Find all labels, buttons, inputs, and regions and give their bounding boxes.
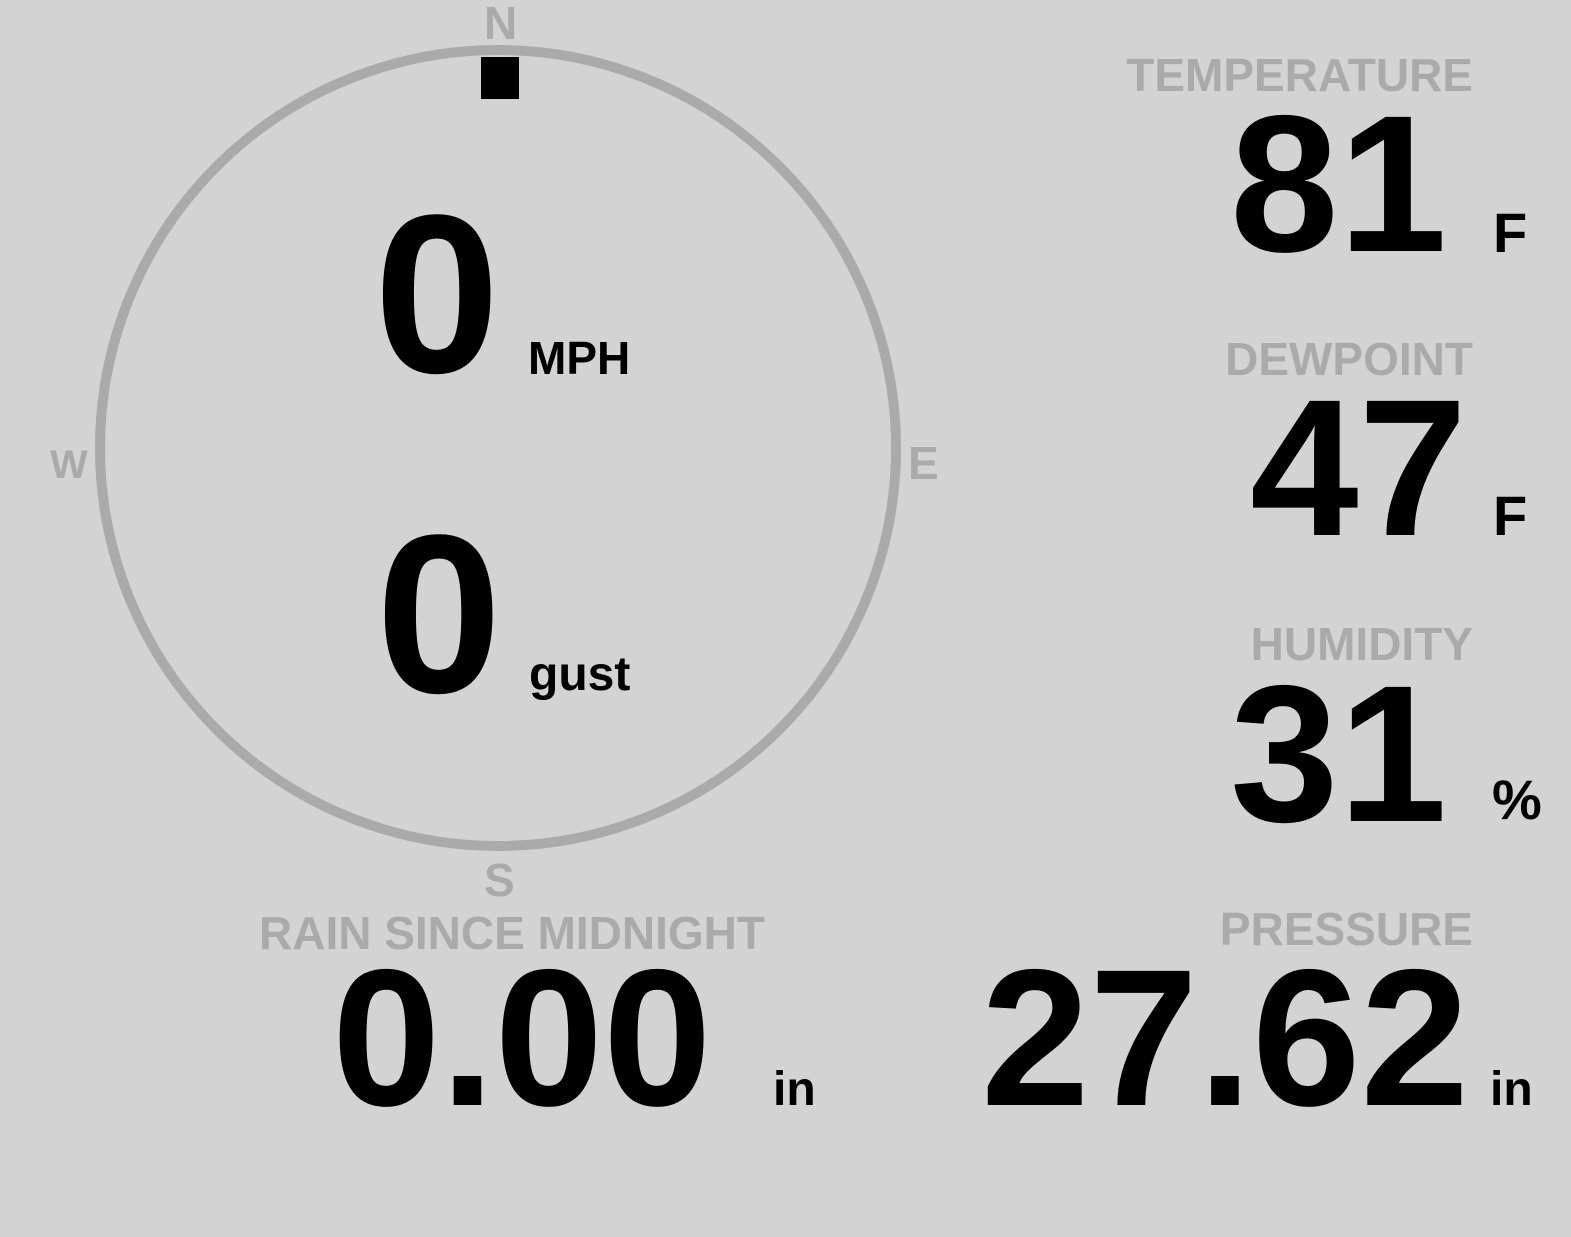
- temperature-label: TEMPERATURE: [1126, 49, 1473, 101]
- dewpoint-unit: F: [1493, 484, 1528, 547]
- humidity-value: 31: [1230, 645, 1447, 863]
- wind-gust-unit: gust: [529, 648, 631, 701]
- wind-direction-marker: [481, 57, 519, 99]
- compass-east-label: E: [908, 437, 939, 489]
- compass-north-label: N: [484, 0, 518, 49]
- temperature-unit: F: [1493, 201, 1528, 264]
- compass-ring: [95, 45, 901, 851]
- wind-speed-value: 0: [374, 167, 500, 420]
- compass-west-label: W: [50, 443, 88, 487]
- dewpoint-label: DEWPOINT: [1225, 333, 1473, 385]
- rain-unit: in: [773, 1063, 816, 1116]
- rain-label: RAIN SINCE MIDNIGHT: [259, 907, 765, 959]
- temperature-value: 81: [1230, 75, 1447, 293]
- pressure-label: PRESSURE: [1219, 903, 1473, 955]
- pressure-unit: in: [1490, 1063, 1533, 1116]
- rain-value: 0.00: [332, 929, 712, 1147]
- wind-compass: [95, 45, 901, 851]
- pressure-value: 27.62: [981, 929, 1469, 1147]
- humidity-label: HUMIDITY: [1250, 618, 1473, 670]
- wind-speed-unit: MPH: [528, 332, 631, 384]
- dewpoint-value: 47: [1250, 359, 1467, 577]
- wind-gust-value: 0: [376, 487, 502, 740]
- humidity-unit: %: [1492, 768, 1542, 831]
- compass-south-label: S: [484, 854, 515, 906]
